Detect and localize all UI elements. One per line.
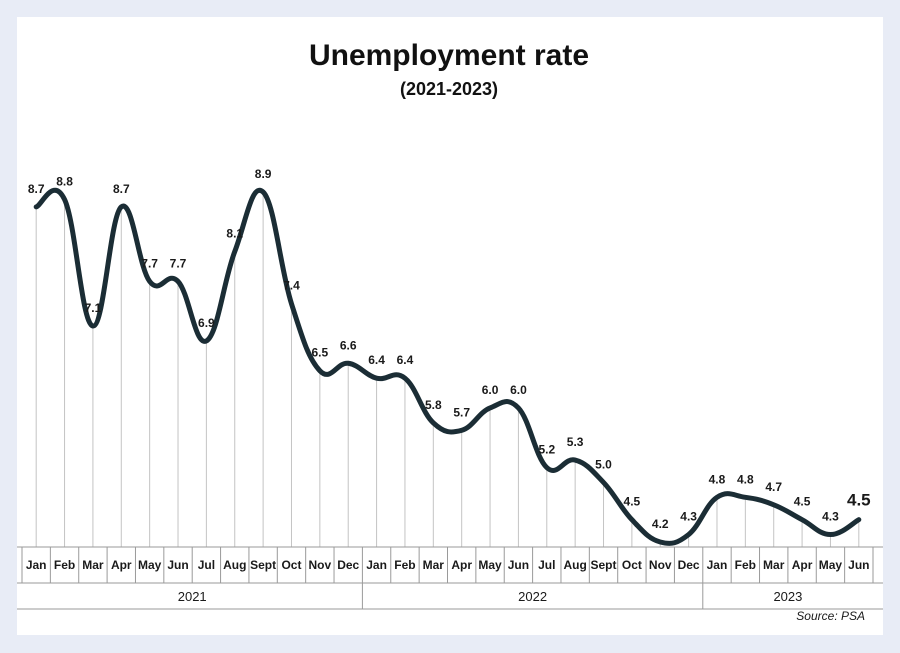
tick-label: May [138, 558, 162, 572]
tick-label: Apr [111, 558, 132, 572]
data-label: 5.2 [538, 443, 555, 457]
data-label: 5.7 [453, 405, 470, 419]
tick-label: Jan [707, 558, 728, 572]
chart: Unemployment rate (2021-2023) 8.78.87.18… [17, 39, 883, 623]
data-label: 7.7 [141, 256, 158, 270]
data-label: 5.0 [595, 457, 612, 471]
data-label: 4.3 [822, 510, 839, 524]
tick-label: Jul [198, 558, 215, 572]
tick-label: Jan [366, 558, 387, 572]
tick-label: Mar [82, 558, 104, 572]
data-label: 7.1 [85, 301, 102, 315]
tick-label: Sept [250, 558, 276, 572]
chart-title: Unemployment rate [309, 39, 589, 72]
gridlines [35, 192, 860, 547]
data-label: 4.5 [847, 491, 871, 510]
year-label: 2023 [773, 589, 802, 604]
tick-label: Aug [563, 558, 586, 572]
tick-label: Feb [54, 558, 75, 572]
tick-label: Apr [451, 558, 472, 572]
data-label: 5.3 [567, 435, 584, 449]
data-label: 6.0 [482, 383, 499, 397]
data-label: 4.5 [794, 495, 811, 509]
data-label: 8.8 [56, 174, 73, 188]
tick-label: Jun [848, 558, 869, 572]
data-label: 4.7 [765, 480, 782, 494]
data-label: 4.2 [652, 517, 669, 531]
data-label: 6.4 [368, 353, 385, 367]
tick-label: May [478, 558, 502, 572]
tick-label: Sept [591, 558, 617, 572]
chart-subtitle: (2021-2023) [400, 79, 498, 99]
tick-label: Nov [309, 558, 332, 572]
tick-label: Nov [649, 558, 672, 572]
source-note: Source: PSA [796, 609, 865, 623]
tick-label: Oct [622, 558, 642, 572]
tick-label: Dec [678, 558, 700, 572]
data-label: 8.7 [113, 182, 130, 196]
chart-card: Unemployment rate (2021-2023) 8.7 8.8 7.1 8… [17, 17, 883, 635]
tick-label: Aug [223, 558, 246, 572]
data-label: 8.1 [226, 227, 243, 241]
year-label: 2022 [518, 589, 547, 604]
tick-label: Jun [508, 558, 529, 572]
tick-label: Jun [167, 558, 188, 572]
data-label: 6.6 [340, 338, 357, 352]
series-line [33, 187, 862, 546]
year-label: 2021 [178, 589, 207, 604]
data-label: 6.0 [510, 383, 527, 397]
tick-label: Mar [763, 558, 785, 572]
tick-label: May [819, 558, 843, 572]
value-labels: 8.7 8.8 7.1 8.7 7.7 7.7 6.9 8.1 8.9 7.4 6.5 6.6 6.4 6… [28, 167, 871, 531]
data-label: 4.8 [737, 472, 754, 486]
data-label: 6.4 [397, 353, 414, 367]
tick-label: Jan [26, 558, 47, 572]
data-label: 4.5 [624, 495, 641, 509]
data-label: 7.7 [170, 256, 187, 270]
tick-label: Mar [423, 558, 445, 572]
tick-label: Jul [538, 558, 555, 572]
data-label: 7.4 [283, 279, 300, 293]
data-label: 6.9 [198, 316, 215, 330]
data-label: 8.9 [255, 167, 272, 181]
data-label: 4.3 [680, 510, 697, 524]
data-label: 8.7 [28, 182, 45, 196]
tick-label: Apr [792, 558, 813, 572]
x-axis: Jan Feb Mar Apr May Jun Jul Aug Sept Oct Nov Dec Jan… [17, 546, 883, 610]
tick-label: Feb [394, 558, 415, 572]
tick-label: Oct [281, 558, 301, 572]
data-label: 4.8 [709, 472, 726, 486]
data-label: 5.8 [425, 398, 442, 412]
tick-label: Dec [337, 558, 359, 572]
data-label: 6.5 [312, 346, 329, 360]
line-layer [33, 187, 862, 546]
tick-label: Feb [735, 558, 756, 572]
